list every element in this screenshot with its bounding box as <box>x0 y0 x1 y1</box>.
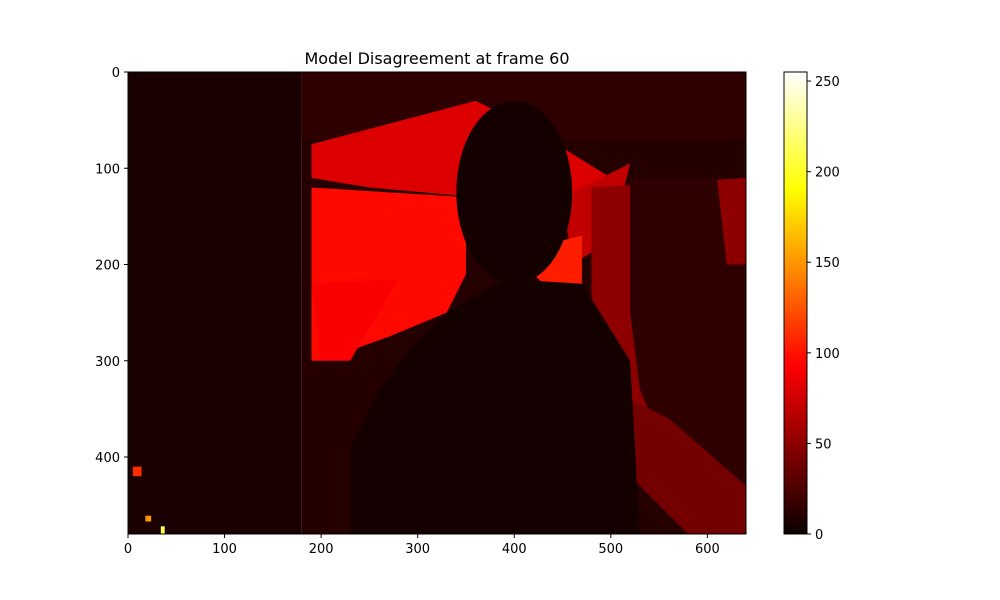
plot-frame <box>127 71 747 535</box>
x-tick-label: 300 <box>405 542 430 557</box>
chart-title: Model Disagreement at frame 60 <box>304 49 569 68</box>
x-tick-label: 200 <box>309 542 334 557</box>
heatmap-region-background-left <box>128 72 302 534</box>
y-tick-label: 400 <box>95 451 120 466</box>
colorbar-tick-label: 50 <box>815 437 832 452</box>
x-tick-label: 100 <box>212 542 237 557</box>
x-tick-label: 500 <box>598 542 623 557</box>
heatmap-region-lower-right-dark <box>610 389 746 534</box>
x-tick-label: 0 <box>124 542 132 557</box>
y-tick-label: 100 <box>95 162 120 177</box>
colorbar <box>783 71 808 535</box>
heatmap-region-person-head <box>456 100 573 284</box>
heatmap-region-red-lower-left <box>311 278 399 361</box>
heatmap-region-right-door-dark <box>630 177 746 534</box>
colorbar-tick-label: 0 <box>815 528 823 543</box>
y-axis: 0 100 200 300 400 <box>95 66 128 466</box>
colorbar-axis: 0 50 100 150 200 250 <box>807 75 840 543</box>
colorbar-tick-label: 100 <box>815 347 840 362</box>
y-tick-label: 0 <box>112 66 120 81</box>
heatmap-region-person-body <box>350 278 640 534</box>
colorbar-tick-label: 200 <box>815 166 840 181</box>
x-axis: 0 100 200 300 400 500 600 <box>124 534 720 557</box>
heatmap-region-hotspot-2 <box>145 515 152 522</box>
x-tick-label: 400 <box>502 542 527 557</box>
y-tick-label: 300 <box>95 355 120 370</box>
y-tick-label: 200 <box>95 259 120 274</box>
colorbar-tick-label: 150 <box>815 256 840 271</box>
x-tick-label: 600 <box>695 542 720 557</box>
plot-area <box>128 72 746 534</box>
colorbar-tick-label: 250 <box>815 75 840 90</box>
heatmap-region-hotspot-1 <box>132 466 142 477</box>
heatmap-region-hotspot-3 <box>160 526 165 534</box>
